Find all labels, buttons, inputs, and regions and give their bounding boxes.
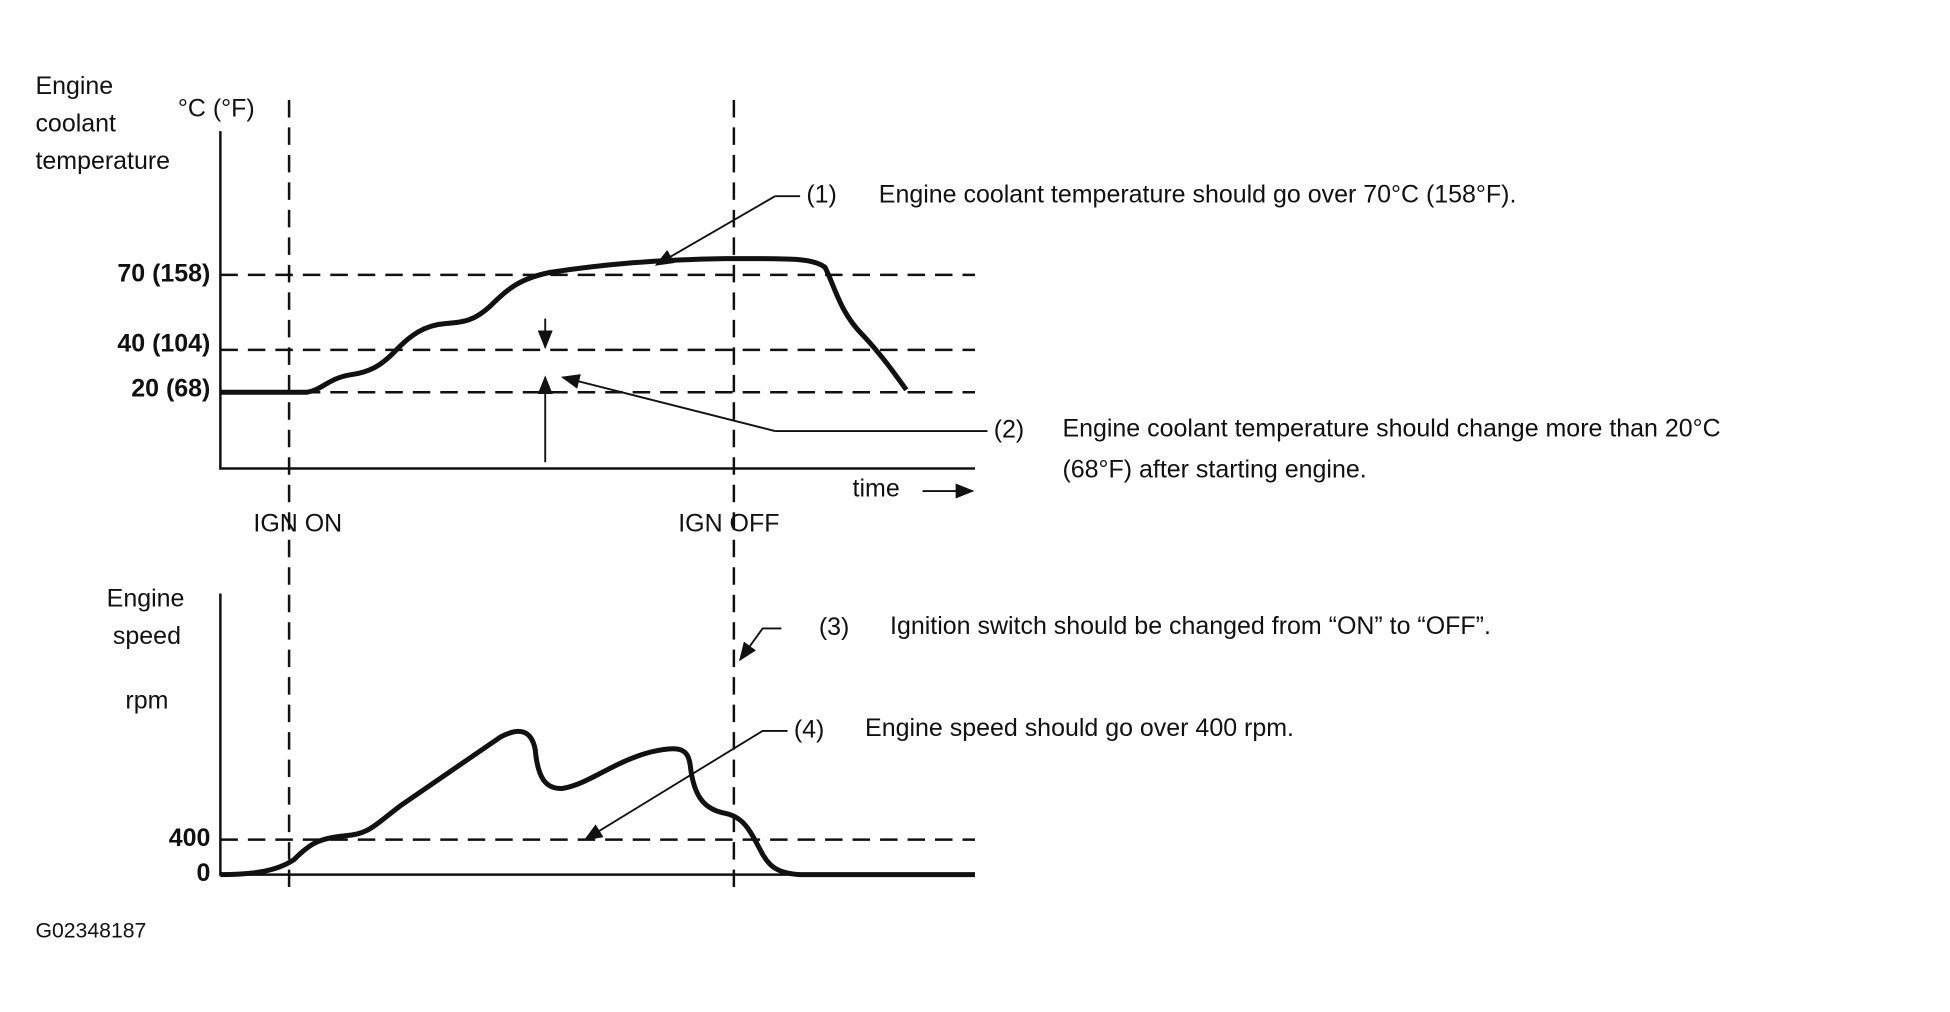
note-text: Engine coolant temperature should change…	[1062, 414, 1720, 442]
note-number: (1)	[806, 181, 837, 209]
note-number: (2)	[994, 416, 1025, 444]
note-text: (68°F) after starting engine.	[1062, 456, 1366, 484]
tick-label: 400	[169, 824, 211, 852]
note-text: Ignition switch should be changed from “…	[890, 612, 1491, 640]
figure-id: G02348187	[35, 920, 146, 943]
layout	[219, 99, 988, 894]
tick-label: 40 (104)	[117, 329, 210, 357]
marker-label: IGN OFF	[678, 509, 779, 537]
marker-label: IGN ON	[253, 509, 342, 537]
note-number: (4)	[794, 715, 825, 743]
tick-label: 70 (158)	[117, 259, 210, 287]
time-label: time	[853, 474, 900, 502]
axis-label: speed	[113, 622, 181, 650]
note-text: Engine coolant temperature should go ove…	[879, 181, 1517, 209]
axis-label: Engine	[107, 584, 185, 612]
note-number: (3)	[819, 613, 850, 641]
tick-label: 20 (68)	[131, 374, 210, 402]
unit: °C (°F)	[178, 95, 255, 123]
note-text: Engine speed should go over 400 rpm.	[865, 714, 1294, 742]
axis-label: Engine	[35, 72, 113, 100]
unit: rpm	[125, 687, 168, 715]
axis-label: temperature	[35, 147, 170, 175]
axis-label: coolant	[35, 110, 116, 138]
tick-label: 0	[196, 859, 210, 887]
